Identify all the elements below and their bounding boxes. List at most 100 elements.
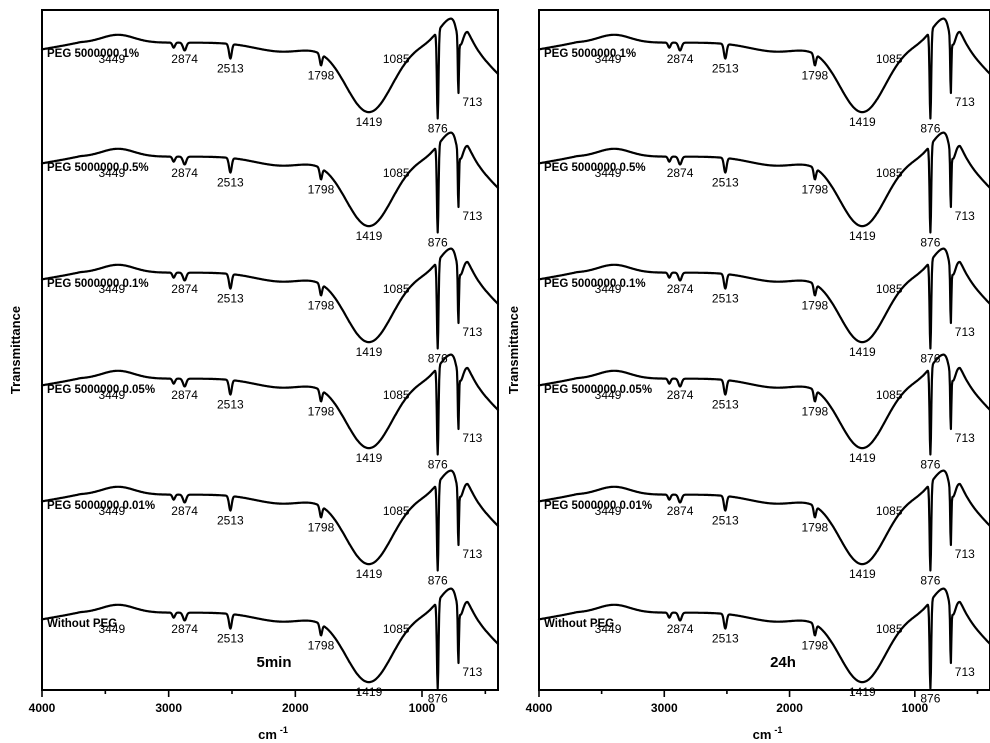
peak-label: 713 <box>462 665 482 679</box>
peak-label: 3449 <box>595 622 622 636</box>
peak-label: 713 <box>462 95 482 109</box>
peak-label: 1419 <box>356 451 383 465</box>
peak-label: 2513 <box>712 176 739 190</box>
peak-label: 2513 <box>712 398 739 412</box>
peak-label: 1798 <box>308 68 335 82</box>
spectrum-line <box>537 247 990 350</box>
peak-label: 2513 <box>217 632 244 646</box>
peak-label: 1085 <box>383 504 410 518</box>
peak-label: 713 <box>955 665 975 679</box>
peak-label: 3449 <box>595 52 622 66</box>
peak-label: 2874 <box>171 166 198 180</box>
series-label: PEG 5000000 0.5% <box>544 162 646 174</box>
peak-label: 1798 <box>308 520 335 534</box>
peak-label: 713 <box>462 547 482 561</box>
spectrum-line <box>537 587 990 690</box>
peak-label: 2874 <box>667 504 694 518</box>
peak-label: 3449 <box>98 52 125 66</box>
series-label: PEG 5000000 0.5% <box>47 162 149 174</box>
series-label: PEG 5000000 0.05% <box>47 384 155 396</box>
peak-label: 1798 <box>308 182 335 196</box>
peak-label: 2513 <box>712 514 739 528</box>
spectrum-line <box>40 131 500 234</box>
peak-label: 876 <box>428 121 448 135</box>
x-tick-label: 1000 <box>409 701 436 715</box>
peak-label: 3449 <box>98 622 125 636</box>
series-label: PEG 5000000 0.01% <box>47 500 155 512</box>
peak-label: 876 <box>428 691 448 705</box>
peak-label: 876 <box>920 573 940 587</box>
peak-label: 2874 <box>171 504 198 518</box>
spectrum-line <box>40 469 500 572</box>
peak-label: 2874 <box>667 166 694 180</box>
x-tick-label: 2000 <box>282 701 309 715</box>
panel-24h: 4000 3000 2000 1000 cm -1 Transmittance PEG 500… <box>506 9 990 742</box>
peak-label: 713 <box>955 95 975 109</box>
x-tick-label: 3000 <box>651 701 678 715</box>
series-4: PEG 5000000 0.05%3449 2874 2513 1798 1419 108… <box>40 353 500 471</box>
peak-label: 1085 <box>876 622 903 636</box>
peak-label: 3449 <box>595 166 622 180</box>
series-1: PEG 5000000 1%3449 2874 2513 1798 1419 1085 87… <box>40 17 500 135</box>
peak-label: 2874 <box>667 52 694 66</box>
peak-label: 1085 <box>383 52 410 66</box>
peak-label: 1419 <box>356 115 383 129</box>
peak-label: 713 <box>955 547 975 561</box>
peak-label: 2874 <box>171 282 198 296</box>
x-axis-label: cm -1 <box>258 725 288 742</box>
peak-label: 876 <box>920 691 940 705</box>
spectrum-line <box>40 587 500 690</box>
series-2: PEG 5000000 0.5%3449 2874 2513 1798 1419 1085… <box>40 131 500 249</box>
peak-label: 1085 <box>876 388 903 402</box>
panel-5min: 4000 3000 2000 1000 cm -1 Transmittance PEG 500… <box>8 9 500 742</box>
panel-title: 24h <box>770 654 796 671</box>
peak-label: 713 <box>462 431 482 445</box>
series-label: PEG 5000000 1% <box>544 48 636 60</box>
series-2: PEG 5000000 0.5%3449 2874 2513 1798 1419 1085… <box>537 131 990 249</box>
peak-label: 1798 <box>802 68 829 82</box>
peak-label: 3449 <box>595 504 622 518</box>
x-tick-label: 3000 <box>155 701 182 715</box>
peak-label: 3449 <box>98 504 125 518</box>
x-tick-label: 4000 <box>526 701 553 715</box>
plot-frame <box>538 9 990 691</box>
series-3: PEG 5000000 0.1%3449 2874 2513 1798 1419 1085… <box>40 247 500 365</box>
peak-label: 1085 <box>876 282 903 296</box>
spectrum-line <box>537 353 990 456</box>
peak-label: 3449 <box>595 388 622 402</box>
spectrum-line <box>537 131 990 234</box>
series-label: PEG 5000000 0.05% <box>544 384 652 396</box>
peak-label: 876 <box>428 573 448 587</box>
peak-label: 3449 <box>595 282 622 296</box>
series-label: PEG 5000000 0.1% <box>47 278 149 290</box>
peak-label: 2874 <box>667 622 694 636</box>
peak-label: 2513 <box>217 514 244 528</box>
series-4: PEG 5000000 0.05%3449 2874 2513 1798 1419 108… <box>537 353 990 471</box>
peak-label: 1798 <box>308 404 335 418</box>
peak-label: 1085 <box>383 282 410 296</box>
x-tick-label: 2000 <box>776 701 803 715</box>
peak-label: 2513 <box>217 398 244 412</box>
peak-label: 2874 <box>171 388 198 402</box>
peak-label: 1085 <box>876 166 903 180</box>
plot-frame <box>41 9 499 691</box>
peak-label: 1798 <box>308 298 335 312</box>
peak-label: 1085 <box>383 622 410 636</box>
peak-label: 876 <box>428 457 448 471</box>
peak-label: 876 <box>428 235 448 249</box>
peak-label: 713 <box>462 325 482 339</box>
peak-label: 2874 <box>667 388 694 402</box>
peak-label: 1798 <box>308 638 335 652</box>
peak-label: 1419 <box>849 115 876 129</box>
peak-label: 1419 <box>356 229 383 243</box>
series-label: PEG 5000000 1% <box>47 48 139 60</box>
peak-label: 2874 <box>667 282 694 296</box>
spectrum-line <box>40 17 500 120</box>
series-label: Without PEG <box>544 618 614 630</box>
peak-label: 713 <box>955 209 975 223</box>
series-label: Without PEG <box>47 618 117 630</box>
spectrum-line <box>40 353 500 456</box>
peak-label: 1798 <box>802 182 829 196</box>
